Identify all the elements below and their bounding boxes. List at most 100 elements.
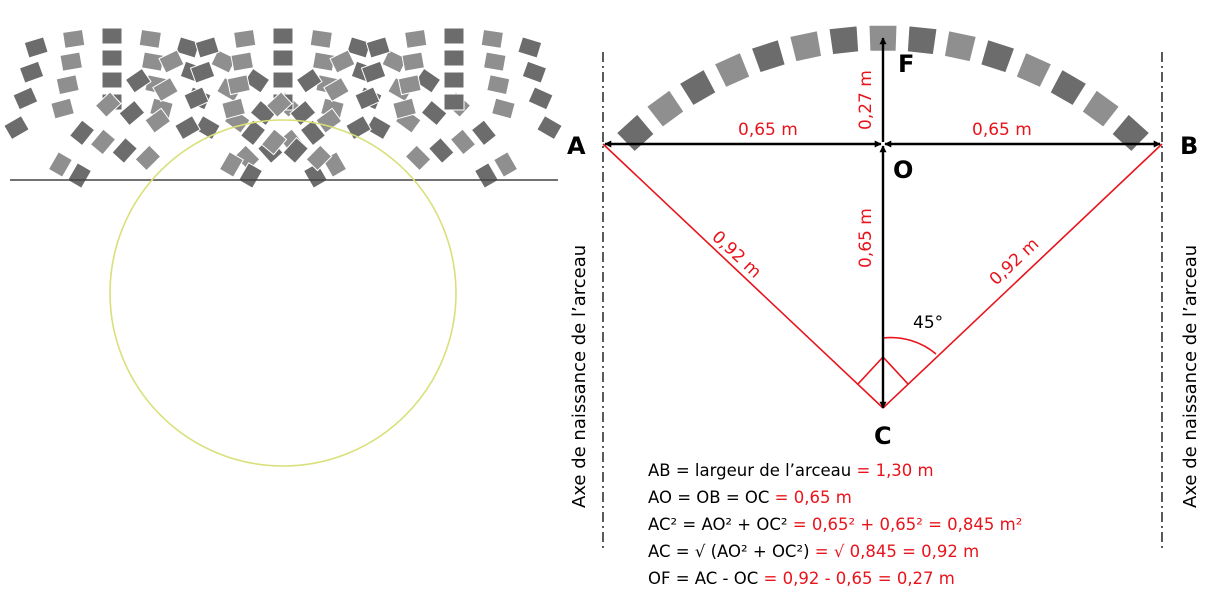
paver-block [305,144,333,172]
arch-stone [1015,51,1053,89]
measure-oc: 0,65 m [856,208,876,268]
paver-block [158,49,185,74]
paver-block [443,49,465,67]
paver-block [237,162,264,189]
paver-block [272,49,294,67]
paver-block [272,27,294,45]
formula-line: OF = AC - OC = 0,92 - 0,65 = 0,27 m [648,569,955,588]
paver-block [189,60,216,84]
paver-block [218,151,245,178]
formula-line: AO = OB = OC = 0,65 m [648,488,852,507]
formula-red: = 0,65 m [769,488,851,507]
arch-stone [1111,113,1151,153]
arch-stone [678,68,717,107]
formula-black: AC² = AO² + OC² [648,515,788,534]
paver-block [354,86,381,111]
paver-block [243,67,271,94]
paver-block [174,114,201,141]
arch-stone [645,89,685,128]
paver-block [62,28,86,49]
paver-block [194,36,220,59]
paver-block [94,91,122,118]
paver-block [482,51,507,72]
paver-block [23,36,49,59]
paver-block [124,67,152,94]
paver-block [183,86,210,111]
formula-black: AO = OB = OC [648,488,769,507]
paver-block [230,51,255,72]
formula-black: AB = largeur de l’arceau [648,461,851,480]
paver-block [89,128,117,156]
paver-block [427,137,455,164]
measure-of: 0,27 m [856,70,876,130]
paver-block [404,28,428,49]
paver-block [152,76,179,103]
paver-block [18,60,45,84]
paver-block [68,119,96,147]
paver-block [365,114,392,141]
paver-block [404,144,432,172]
axis-label-left: Axe de naissance de l’arceau [569,245,590,508]
paver-block [265,91,293,118]
paver-block [365,36,391,59]
paver-block [443,71,465,89]
paver-block [299,119,327,147]
measure-ao: 0,65 m [738,120,798,140]
angle-arc [882,336,937,355]
paver-block [101,49,123,67]
paver-block [521,60,548,84]
paver-block [118,99,146,127]
paver-block [226,74,251,96]
paver-block [486,74,511,96]
paver-block [443,27,465,45]
angle-label: 45° [913,313,943,333]
arch-stone [906,25,938,56]
formula-block: AB = largeur de l’arceau = 1,30 m AO = O… [648,461,1022,588]
arch-stone [713,51,751,89]
paver-block [3,114,30,141]
paver-block [233,28,257,49]
axis-label-right: Axe de naissance de l’arceau [1180,245,1201,508]
paver-block [392,97,417,120]
paver-block [239,119,267,147]
formula-line: AC² = AO² + OC² = 0,65² + 0,65² = 0,845 … [648,515,1022,534]
paver-block [221,97,246,120]
point-f-label: F [898,50,914,78]
formula-black: AC = √ (AO² + OC²) [648,542,810,561]
arch-stone [750,39,786,74]
paver-block [101,71,123,89]
formula-red: = 0,92 - 0,65 = 0,27 m [758,569,955,588]
paver-block [101,27,123,45]
paver-block [12,86,39,111]
paver-block [345,114,372,141]
paver-block [360,60,387,84]
point-c-label: C [874,422,892,450]
paver-block [443,93,465,111]
paving-illustration [3,27,563,467]
paver-block [470,119,498,147]
formula-line: AB = largeur de l’arceau = 1,30 m [648,461,934,480]
paver-block [282,137,310,164]
paver-block [138,28,162,49]
arch-stone [828,25,860,56]
geometry-diagram: A B O C F 0,65 m 0,65 m 0,27 m 0,65 m 0,… [567,24,1201,588]
measure-ob: 0,65 m [972,120,1032,140]
arch-stone [980,39,1016,74]
formula-red: = 0,65² + 0,65² = 0,845 m² [788,515,1023,534]
paver-block [50,97,75,120]
arch-stone [615,113,655,153]
paver-blocks [3,27,563,189]
paver-block [323,76,350,103]
line-ac [602,143,884,409]
measure-ac: 0,92 m [708,227,765,282]
paver-block [295,67,323,94]
paver-block [473,162,500,189]
paver-block [401,51,426,72]
paver-block [47,151,74,178]
paver-block [144,107,172,134]
paver-block [414,67,442,94]
paver-block [420,99,448,127]
formula-red: = 1,30 m [851,461,933,480]
paver-block [517,36,543,59]
construction-circle [109,119,457,467]
